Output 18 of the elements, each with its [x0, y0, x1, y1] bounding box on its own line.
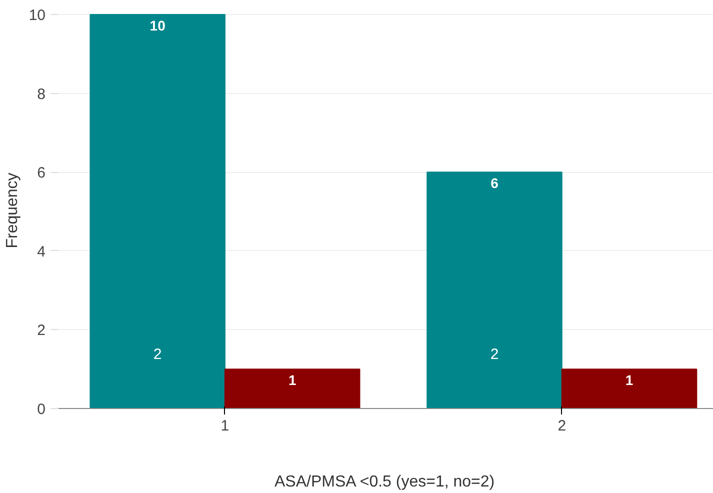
annotation: 2: [153, 346, 162, 363]
data-label: 1: [625, 372, 634, 388]
y-tick-label: 0: [37, 401, 46, 418]
y-tick-label: 6: [37, 164, 46, 182]
bar: [224, 368, 360, 408]
x-axis-title: ASA/PMSA <0.5 (yes=1, no=2): [274, 474, 495, 490]
y-axis-title: Frequency: [4, 172, 21, 248]
data-label: 1: [288, 372, 296, 388]
data-label: 6: [490, 174, 499, 191]
bar: [90, 14, 226, 408]
y-tick-label: 2: [37, 322, 46, 340]
bar: [426, 172, 562, 408]
data-label: 10: [150, 17, 166, 34]
annotation: 2: [490, 346, 499, 363]
y-tick-label: 4: [37, 243, 46, 260]
y-tick-label: 10: [28, 6, 46, 24]
y-tick-label: 8: [37, 86, 46, 103]
bar: [561, 368, 698, 408]
